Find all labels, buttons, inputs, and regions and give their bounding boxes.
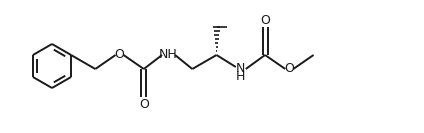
Text: NH: NH (159, 49, 177, 61)
Text: O: O (114, 49, 125, 61)
Text: H: H (236, 70, 245, 84)
Text: O: O (285, 63, 294, 76)
Text: O: O (139, 97, 149, 111)
Text: O: O (260, 14, 270, 26)
Text: N: N (236, 63, 245, 76)
